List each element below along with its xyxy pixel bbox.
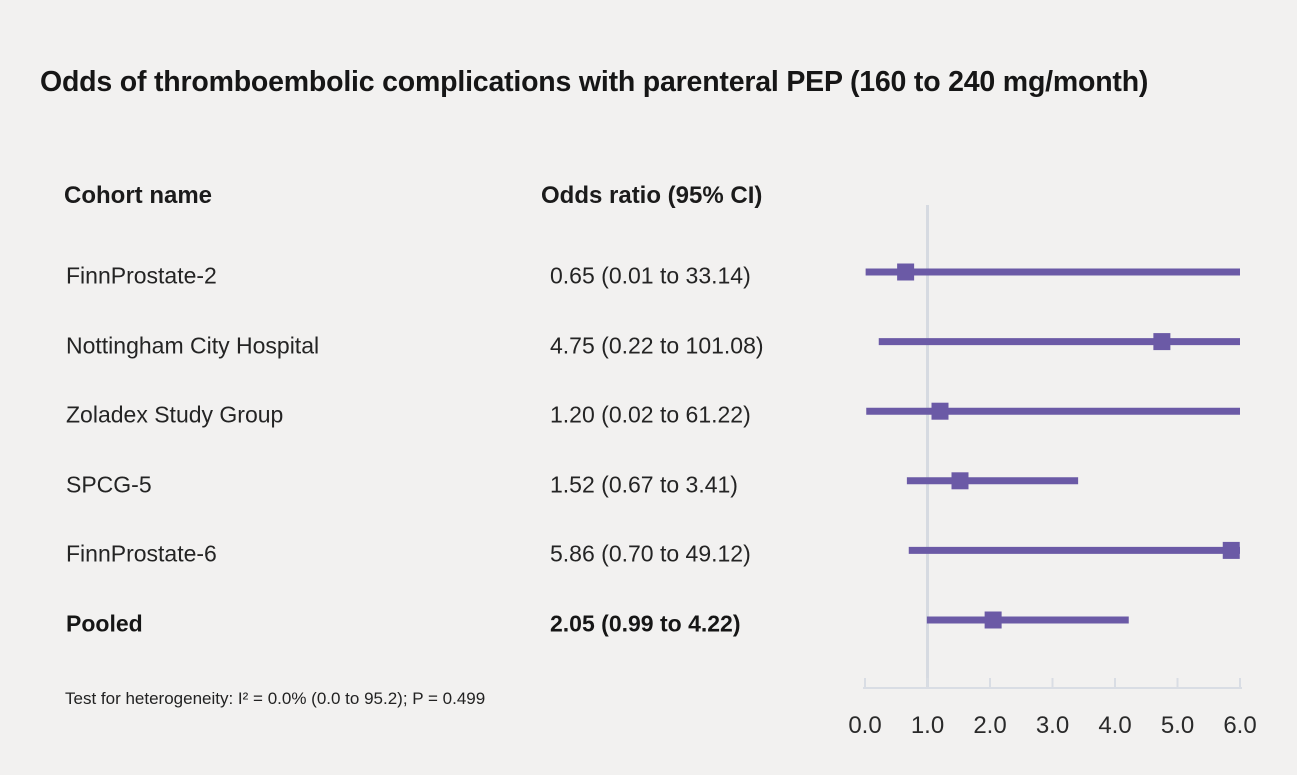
x-axis-tick-label: 6.0	[1223, 712, 1256, 739]
odds-ratio-marker	[1222, 541, 1240, 559]
cohort-label: SPCG-5	[66, 471, 152, 498]
heterogeneity-footnote: Test for heterogeneity: I² = 0.0% (0.0 t…	[65, 689, 486, 708]
odds-ratio-value: 4.75 (0.22 to 101.08)	[550, 332, 764, 359]
column-header-odds-ratio: Odds ratio (95% CI)	[541, 182, 763, 209]
odds-ratio-marker	[984, 611, 1002, 629]
x-axis-tick-label: 5.0	[1161, 712, 1194, 739]
cohort-label: Pooled	[66, 610, 143, 637]
cohort-label: FinnProstate-2	[66, 262, 217, 289]
odds-ratio-marker	[931, 402, 949, 420]
odds-ratio-value: 0.65 (0.01 to 33.14)	[550, 262, 751, 289]
x-axis-tick-label: 0.0	[848, 712, 881, 739]
column-header-cohort: Cohort name	[64, 182, 213, 209]
cohort-label: Nottingham City Hospital	[66, 332, 320, 359]
x-axis-tick-label: 4.0	[1098, 712, 1131, 739]
odds-ratio-marker	[951, 472, 969, 490]
x-axis-tick-label: 3.0	[1036, 712, 1069, 739]
odds-ratio-marker	[897, 263, 915, 281]
x-axis-tick-label: 1.0	[911, 712, 944, 739]
cohort-label: Zoladex Study Group	[66, 401, 284, 428]
x-axis-tick-label: 2.0	[973, 712, 1006, 739]
chart-title: Odds of thromboembolic complications wit…	[40, 66, 1149, 98]
odds-ratio-marker	[1153, 333, 1171, 351]
odds-ratio-value: 2.05 (0.99 to 4.22)	[550, 610, 741, 637]
cohort-label: FinnProstate-6	[66, 540, 217, 567]
odds-ratio-value: 1.20 (0.02 to 61.22)	[550, 401, 751, 428]
odds-ratio-value: 5.86 (0.70 to 49.12)	[550, 540, 751, 567]
odds-ratio-value: 1.52 (0.67 to 3.41)	[550, 471, 738, 498]
